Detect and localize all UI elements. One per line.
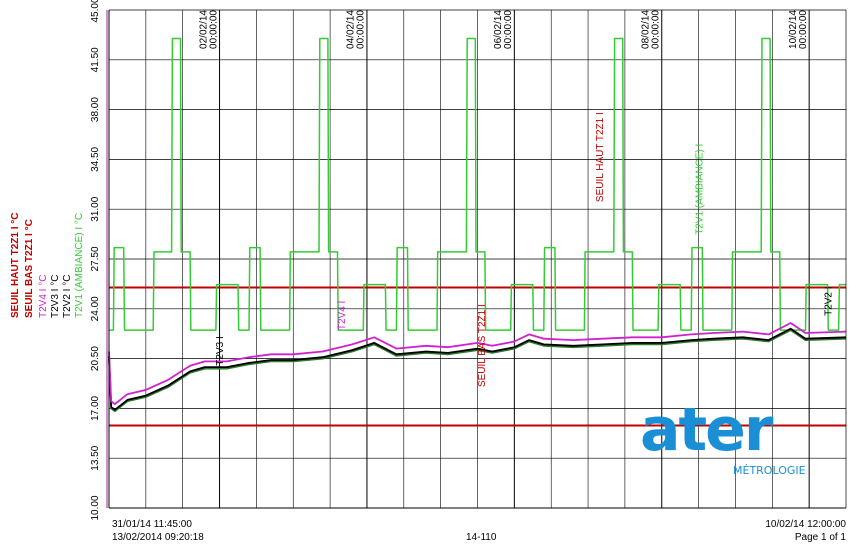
x-time-label: 00:00:00 (356, 10, 367, 49)
y-tick-label: 10.00 (90, 495, 101, 520)
y-tick-label: 24.00 (90, 296, 101, 321)
x-date-label: 10/02/14 (788, 10, 799, 49)
threshold-label: SEUIL HAUT T2Z1 I (595, 112, 606, 202)
x-time-label: 00:00:00 (503, 10, 514, 49)
legend-entry: T2V3 I °C (50, 275, 61, 318)
y-tick-label: 20.50 (90, 346, 101, 371)
y-tick-label: 41.50 (90, 47, 101, 72)
ater-logo-subtitle: MÉTROLOGIE (733, 464, 806, 477)
y-tick-label: 31.00 (90, 196, 101, 221)
footer-page-number: Page 1 of 1 (794, 532, 846, 543)
y-tick-label: 34.50 (90, 146, 101, 171)
legend-entry: T2V1 (AMBIANCE) I °C (74, 213, 85, 318)
footer-document-id: 14-110 (466, 532, 497, 543)
x-time-label: 00:00:00 (208, 10, 219, 49)
x-date-label: 02/02/14 (198, 10, 209, 49)
curve-label: T2V4 I (337, 301, 348, 330)
axes: 10.00 13.50 17.00 20.50 24.00 27.50 31.00 34.50… (90, 0, 847, 521)
y-tick-label: 45.00 (90, 0, 101, 23)
curve-label: T2V1 (AMBIANCE) I (694, 144, 705, 235)
threshold-lines (109, 286, 846, 427)
footer-end-datetime: 10/02/14 12:00:00 (765, 519, 846, 530)
series-lines (108, 37, 847, 413)
footer-print-datetime: 13/02/2014 09:20:18 (112, 532, 204, 543)
curve-label: T2V3 I (215, 336, 226, 365)
x-time-label: 00:00:00 (798, 10, 809, 49)
threshold-label: SEUIL BAS T2Z1 I (477, 304, 488, 387)
y-tick-label: 17.00 (90, 395, 101, 420)
legend-entry: SEUIL BAS T2Z1 I °C (24, 219, 35, 318)
series-line (108, 327, 847, 411)
y-tick-label: 27.50 (90, 246, 101, 271)
series-line (108, 322, 847, 406)
legend-entry: SEUIL HAUT T2Z1 I °C (10, 213, 21, 319)
x-time-label: 00:00:00 (650, 10, 661, 49)
legend: SEUIL HAUT T2Z1 I °C SEUIL BAS T2Z1 I °C T… (10, 213, 85, 319)
ater-logo-word: ater (640, 398, 774, 465)
legend-entry: T2V2 I °C (62, 275, 73, 318)
x-date-label: 04/02/14 (346, 10, 357, 49)
x-date-label: 06/02/14 (493, 10, 504, 49)
series-line (109, 37, 846, 331)
series-line (108, 329, 847, 413)
x-date-label: 08/02/14 (640, 10, 651, 49)
y-tick-label: 38.00 (90, 97, 101, 122)
legend-entry: T2V4 I °C (38, 275, 49, 318)
chart-labels: SEUIL HAUT T2Z1 I SEUIL BAS T2Z1 I T2V3 I T… (215, 112, 834, 387)
footer-start-datetime: 31/01/14 11:45:00 (112, 519, 192, 530)
curve-label: T2V2 I (823, 286, 834, 315)
y-tick-label: 13.50 (90, 445, 101, 470)
ater-logo: ater MÉTROLOGIE (640, 398, 806, 477)
